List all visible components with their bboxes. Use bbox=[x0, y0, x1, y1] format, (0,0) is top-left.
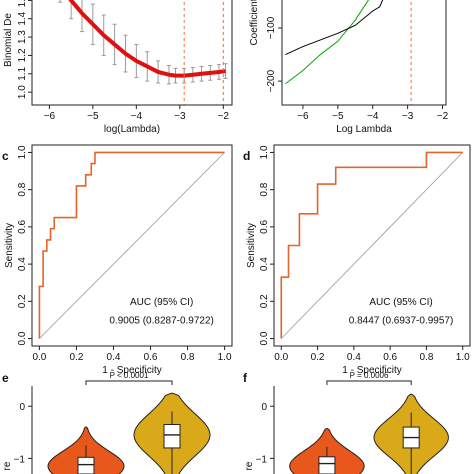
y-tick-label: 1.3 bbox=[17, 30, 28, 44]
x-tick-label: −2 bbox=[218, 111, 230, 122]
y-tick-label: 1.1 bbox=[17, 66, 28, 80]
y-tick-label: 1.0 bbox=[17, 145, 28, 159]
x-axis-label: 1 - Specificity bbox=[342, 365, 401, 376]
panel-e-plot-area bbox=[47, 392, 211, 474]
y-tick-label: 0.8 bbox=[259, 182, 270, 196]
panel-letter-d: d bbox=[243, 149, 250, 163]
x-axis-label: Log Lambda bbox=[336, 124, 392, 135]
plot-frame-d bbox=[273, 144, 471, 347]
significance-bracket bbox=[326, 380, 412, 385]
x-tick-label: −6 bbox=[44, 111, 56, 122]
y-axis-label: Sensitivity bbox=[4, 223, 15, 268]
y-tick-label: 0.8 bbox=[17, 182, 28, 196]
y-tick-label: 1.0 bbox=[17, 85, 28, 99]
x-tick-label: 0.8 bbox=[181, 352, 195, 363]
y-tick-label: 0 bbox=[19, 402, 25, 413]
y-axis-label: re bbox=[244, 461, 255, 470]
reference-diagonal bbox=[39, 152, 225, 339]
x-tick-label: 0.0 bbox=[274, 352, 288, 363]
x-tick-label: 0.8 bbox=[419, 352, 433, 363]
y-tick-label: 0.0 bbox=[259, 331, 270, 345]
y-tick-label: 0.4 bbox=[17, 257, 28, 271]
x-tick-label: 1.0 bbox=[218, 352, 232, 363]
reference-diagonal bbox=[280, 152, 464, 339]
y-axis-label: re bbox=[2, 461, 13, 470]
p-value-label: P = 0.0006 bbox=[350, 371, 389, 380]
y-tick-label: 1.5 bbox=[17, 0, 28, 7]
auc-title: AUC (95% CI) bbox=[130, 297, 193, 308]
panel-f-violin: P = 0.0006 0 −1re bbox=[244, 371, 449, 474]
panel-b-plot-area bbox=[285, 0, 412, 105]
y-tick-label: 1.0 bbox=[259, 145, 270, 159]
y-tick-label: −200 bbox=[266, 69, 277, 92]
panel-a-cv-deviance: −6 −5 −4 −3 −2 1.0 1.1 1.2 1.3 1.4 1.5 log(Lambda) B… bbox=[3, 0, 233, 135]
x-tick-label: −3 bbox=[402, 111, 414, 122]
x-tick-label: 0.4 bbox=[107, 352, 121, 363]
x-tick-label: 0.6 bbox=[144, 352, 158, 363]
y-tick-label: 1.2 bbox=[17, 48, 28, 62]
x-tick-label: 0.4 bbox=[347, 352, 361, 363]
box-iqr bbox=[318, 456, 336, 474]
y-tick-label: 0.0 bbox=[17, 331, 28, 345]
roc-curve bbox=[280, 151, 463, 339]
panel-letter-f: f bbox=[243, 371, 248, 385]
mean-deviance-line bbox=[68, 0, 226, 78]
y-tick-label: 0.2 bbox=[259, 294, 270, 308]
panel-a-plot-area bbox=[58, 0, 228, 105]
x-tick-label: −4 bbox=[367, 111, 379, 122]
roc-curve bbox=[38, 151, 225, 339]
y-axis-label: Coefficient bbox=[249, 0, 260, 46]
panel-letter-c: c bbox=[2, 149, 9, 163]
y-tick-label: 0.2 bbox=[17, 294, 28, 308]
y-tick-label: 0.4 bbox=[259, 257, 270, 271]
x-tick-label: −4 bbox=[131, 111, 143, 122]
y-tick-label: 0.6 bbox=[259, 220, 270, 234]
x-tick-label: 0.6 bbox=[383, 352, 397, 363]
x-tick-label: 0.2 bbox=[69, 352, 83, 363]
x-axis-label: 1 - Specificity bbox=[102, 365, 161, 376]
y-tick-label: 1.4 bbox=[17, 11, 28, 25]
coefficient-path-4 bbox=[285, 0, 384, 55]
box-iqr bbox=[77, 456, 95, 474]
auc-value: 0.8447 (0.6937-0.9957) bbox=[349, 316, 454, 327]
x-tick-label: −3 bbox=[174, 111, 186, 122]
auc-title: AUC (95% CI) bbox=[369, 297, 432, 308]
y-axis-label: Binomial De bbox=[3, 13, 14, 67]
plot-frame-c bbox=[31, 144, 233, 347]
panel-letter-e: e bbox=[2, 371, 9, 385]
x-tick-label: 1.0 bbox=[456, 352, 470, 363]
y-tick-label: 0.6 bbox=[17, 220, 28, 234]
x-tick-label: −5 bbox=[87, 111, 99, 122]
x-tick-label: 0.0 bbox=[32, 352, 46, 363]
panel-f-plot-area bbox=[289, 393, 449, 474]
box-iqr bbox=[163, 423, 181, 449]
coefficient-path-3 bbox=[285, 0, 370, 85]
y-tick-label: −1 bbox=[14, 454, 26, 465]
panel-c-roc: 0.0 0.2 0.4 0.6 0.8 1.0 0.0 0.2 0.4 0.6 0.8 1.0 1 - … bbox=[4, 144, 233, 376]
y-tick-label: 0 bbox=[261, 402, 267, 413]
y-axis-label: Sensitivity bbox=[246, 223, 257, 268]
plot-frame-b bbox=[281, 0, 447, 106]
panel-e-violin: P < 0.0001 0 −1re bbox=[2, 371, 211, 474]
y-tick-label: −100 bbox=[266, 16, 277, 39]
significance-bracket bbox=[85, 380, 173, 385]
auc-value: 0.9005 (0.8287-0.9722) bbox=[109, 316, 214, 327]
y-tick-label: −1 bbox=[256, 454, 268, 465]
p-value-label: P < 0.0001 bbox=[110, 371, 149, 380]
x-tick-label: −2 bbox=[437, 111, 449, 122]
x-tick-label: 0.2 bbox=[311, 352, 325, 363]
x-tick-label: −5 bbox=[332, 111, 344, 122]
x-tick-label: −6 bbox=[297, 111, 309, 122]
panel-d-roc: 0.0 0.2 0.4 0.6 0.8 1.0 0.0 0.2 0.4 0.6 0.8 1.0 1 - … bbox=[246, 144, 471, 376]
plot-frame-a bbox=[31, 0, 233, 106]
x-axis-label: log(Lambda) bbox=[104, 124, 160, 135]
